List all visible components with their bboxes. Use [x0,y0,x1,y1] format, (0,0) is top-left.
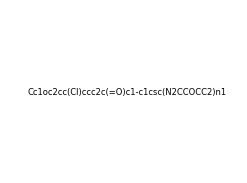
Text: Cc1oc2cc(Cl)ccc2c(=O)c1-c1csc(N2CCOCC2)n1: Cc1oc2cc(Cl)ccc2c(=O)c1-c1csc(N2CCOCC2)n… [27,88,226,97]
